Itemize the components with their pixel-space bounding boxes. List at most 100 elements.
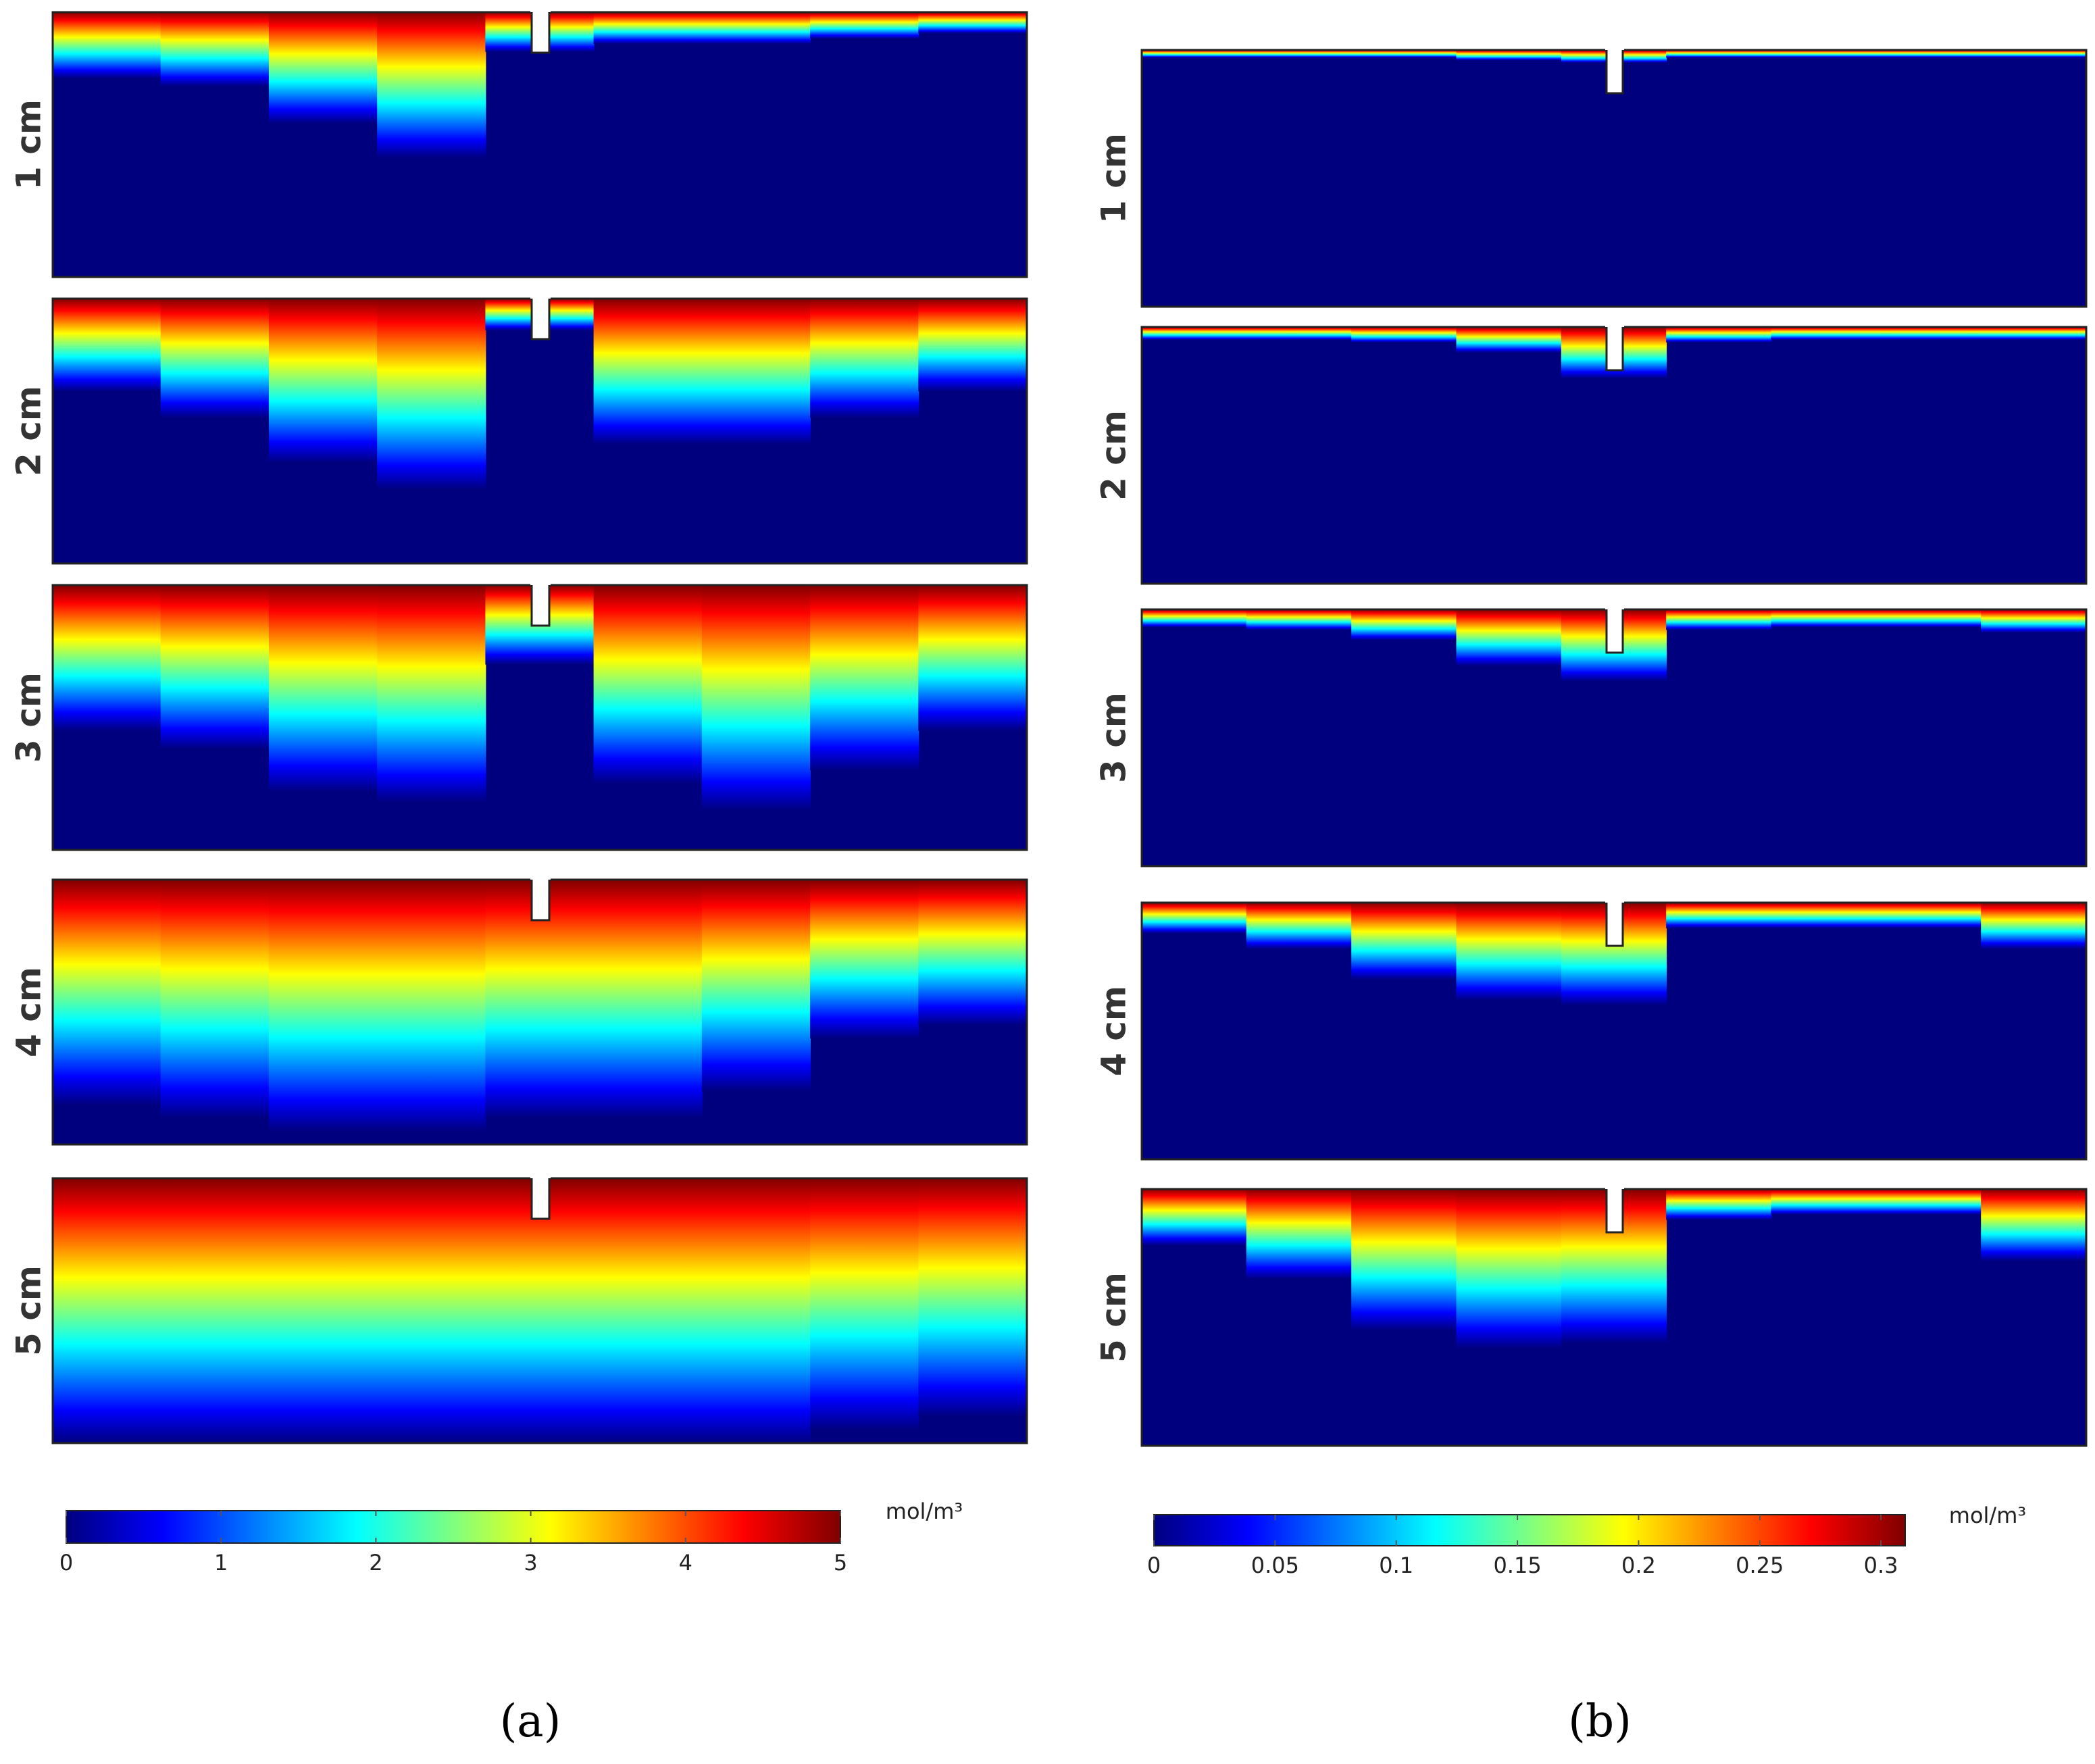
concentration-column (701, 299, 811, 445)
inlet-slot-gap (530, 876, 551, 880)
inlet-slot (530, 295, 551, 341)
colorbar-tick-label: 2 (369, 1550, 382, 1576)
depth-label: 1 cm (1094, 133, 1134, 224)
inlet-slot-gap (530, 8, 551, 12)
concentration-column (593, 1178, 703, 1443)
concentration-column (593, 585, 703, 784)
concentration-column (1142, 327, 1247, 340)
concentration-column (1351, 50, 1457, 58)
colorbar-unit: mol/m³ (1949, 1503, 2026, 1528)
concentration-column (1666, 1189, 1772, 1220)
depth-label: 4 cm (9, 967, 49, 1057)
concentration-column (1456, 50, 1562, 61)
concentration-column (1875, 903, 1982, 928)
concentration-column (701, 880, 811, 1092)
concentration-column (593, 12, 703, 44)
depth-label: 5 cm (1094, 1272, 1134, 1363)
concentration-column (1981, 1189, 2086, 1261)
concentration-column (918, 1178, 1027, 1417)
inlet-slot-gap (530, 295, 551, 299)
inlet-slot-gap (530, 1174, 551, 1178)
concentration-column (53, 1178, 161, 1443)
inlet-slot-gap (530, 581, 551, 585)
concentration-column (1142, 903, 1247, 934)
concentration-column (810, 299, 919, 418)
panel-b: 1 cm 2 cm 3 cm 4 cm 5 cm 0 0.05 0.1 0.15 0.2 0.25 0… (1094, 46, 2088, 1578)
concentration-column (160, 299, 270, 418)
concentration-column (918, 880, 1027, 1026)
concentration-column (377, 585, 486, 803)
concentration-column (160, 585, 270, 749)
depth-label: 2 cm (9, 386, 49, 476)
concentration-column (268, 299, 378, 463)
depth-label: 3 cm (1094, 692, 1134, 783)
colorbar-tick-label: 0.25 (1736, 1553, 1784, 1578)
concentration-column (1246, 327, 1353, 340)
concentration-column (53, 12, 161, 78)
inlet-slot-gap (1605, 605, 1624, 609)
inlet-slot-gap (1605, 46, 1624, 50)
concentration-column (918, 585, 1027, 731)
inlet-slot (1605, 323, 1624, 372)
concentration-column (1875, 327, 1982, 340)
colorbar (1153, 1514, 1906, 1546)
concentration-column (810, 880, 919, 1039)
inlet-slot-gap (1605, 323, 1624, 327)
concentration-column (593, 880, 703, 1118)
panel-label-a: (a) (500, 1695, 561, 1747)
concentration-column (1771, 327, 1877, 340)
inlet-slot (530, 581, 551, 627)
inlet-slot (530, 876, 551, 922)
concentration-column (1246, 609, 1353, 630)
concentration-column (160, 1178, 270, 1443)
inlet-slot-gap (1605, 899, 1624, 903)
colorbar-tick-label: 5 (834, 1550, 847, 1576)
panel-a: 1 cm 2 cm 3 cm 4 cm 5 cm 0 1 2 3 4 5 mol/m³ (9, 8, 1028, 1576)
concentration-column (1875, 1189, 1982, 1215)
heatmap-row-a-4 (53, 880, 1027, 1144)
concentration-column (1981, 50, 2086, 58)
inlet-slot (530, 8, 551, 54)
concentration-column (1981, 327, 2086, 340)
concentration-column (1981, 609, 2086, 633)
concentration-column (1666, 903, 1772, 928)
inlet-slot (530, 1174, 551, 1220)
colorbar-tick-label: 4 (679, 1550, 692, 1576)
concentration-column (1351, 327, 1457, 343)
concentration-column (1456, 1189, 1562, 1349)
concentration-column (485, 1178, 595, 1443)
heatmap-row-a-5 (53, 1178, 1027, 1443)
concentration-column (1875, 50, 1982, 58)
concentration-column (918, 12, 1027, 34)
heatmap-row-a-3 (53, 585, 1027, 850)
concentration-column (160, 880, 270, 1118)
concentration-column (1981, 903, 2086, 949)
heatmap-row-b-4 (1142, 903, 2086, 1159)
depth-label: 4 cm (1094, 986, 1134, 1076)
colorbar-tick-label: 0.3 (1864, 1553, 1898, 1578)
concentration-column (1771, 50, 1877, 58)
concentration-column (1771, 609, 1877, 628)
concentration-column (1875, 609, 1982, 628)
colorbar-tick-label: 0.2 (1621, 1553, 1656, 1578)
concentration-column (53, 299, 161, 392)
colorbar-tick-label: 0.1 (1379, 1553, 1413, 1578)
panel-label-b: (b) (1568, 1695, 1632, 1747)
concentration-column (377, 880, 486, 1132)
concentration-column (1456, 903, 1562, 1001)
concentration-column (810, 1178, 919, 1430)
heatmap-row-a-1 (53, 12, 1027, 277)
concentration-column (1142, 609, 1247, 628)
concentration-column (701, 12, 811, 44)
concentration-column (1456, 609, 1562, 666)
concentration-column (268, 1178, 378, 1443)
concentration-column (1666, 327, 1772, 343)
concentration-column (1142, 1189, 1247, 1246)
colorbar-unit: mol/m³ (886, 1498, 963, 1524)
inlet-slot (1605, 899, 1624, 947)
concentration-column (593, 299, 703, 445)
concentration-column (1246, 50, 1353, 58)
concentration-column (810, 12, 919, 39)
colorbar-tick-label: 0.05 (1251, 1553, 1299, 1578)
